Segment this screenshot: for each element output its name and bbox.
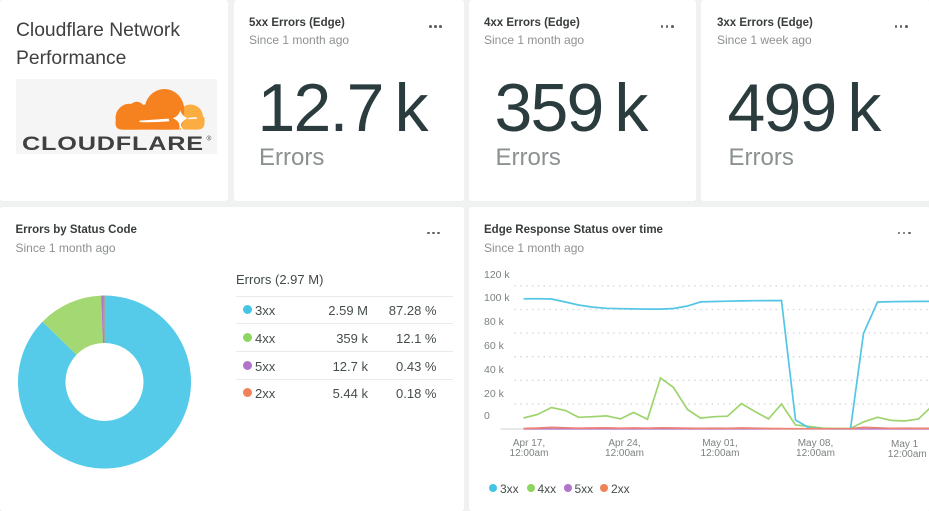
svg-text:®: ®	[207, 135, 212, 143]
svg-text:CLOUDFLARE: CLOUDFLARE	[22, 133, 204, 154]
